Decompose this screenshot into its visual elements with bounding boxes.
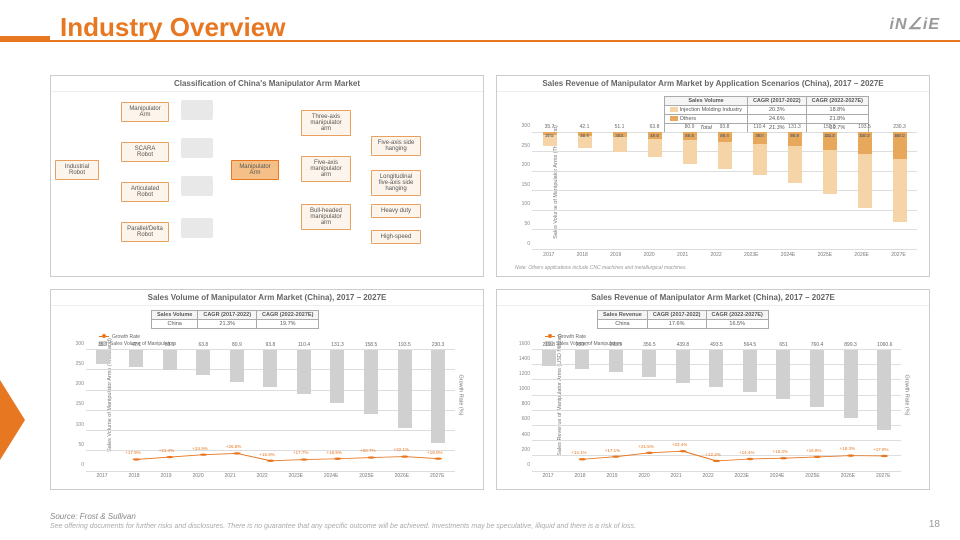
node-highspeed: High-speed (371, 230, 421, 244)
disclaimer-text: See offering documents for further risks… (50, 523, 930, 530)
node-articulated: Articulated Robot (121, 182, 169, 202)
panel-classification: Classification of China's Manipulator Ar… (50, 75, 484, 277)
panel2-title: Sales Revenue of Manipulator Arm Market … (497, 76, 929, 92)
panel3-body: Sales Volume of Manipulator Arms (Thousa… (51, 306, 483, 486)
page-number: 18 (929, 519, 940, 530)
content-grid: Classification of China's Manipulator Ar… (50, 75, 930, 490)
node-manip-top: Manipulator Arm (121, 102, 169, 122)
panel1-title: Classification of China's Manipulator Ar… (51, 76, 483, 92)
panel4-body: Sales Revenue of Manipulator Arms (USD M… (497, 306, 929, 486)
footer: Source: Frost & Sullivan See offering do… (50, 512, 930, 530)
panel3-ylabel-r: Growth Rate (%) (458, 375, 464, 416)
panel2-chart: 0501001502002503008.527.235.710.431.742.… (532, 132, 917, 250)
node-heavy: Heavy duty (371, 204, 421, 218)
classification-diagram: Industrial Robot Manipulator Arm SCARA R… (51, 92, 483, 272)
panel4-table: Sales RevenueCAGR (2017-2022)CAGR (2022-… (597, 310, 769, 329)
panel3-table: Sales VolumeCAGR (2017-2022)CAGR (2022-2… (151, 310, 319, 329)
node-industrial: Industrial Robot (55, 160, 99, 180)
node-scara: SCARA Robot (121, 142, 169, 162)
panel4-chart: 02004006008001000120014001600219.8250.72… (532, 350, 901, 472)
panel3-title: Sales Volume of Manipulator Arm Market (… (51, 290, 483, 306)
panel4-ylabel-r: Growth Rate (%) (904, 375, 910, 416)
panel-stacked-chart: Sales Revenue of Manipulator Arm Market … (496, 75, 930, 277)
robot-img-2 (181, 138, 213, 158)
node-5axis: Five-axis manipulator arm (301, 156, 351, 182)
panel4-title: Sales Revenue of Manipulator Arm Market … (497, 290, 929, 306)
side-triangle (0, 380, 25, 460)
logo: iN∠iE (890, 14, 940, 34)
panel2-note: Note: Others applications include CNC ma… (515, 265, 687, 271)
node-longitudinal: Longitudinal five-axis side hanging (371, 170, 421, 196)
robot-img-4 (181, 218, 213, 238)
node-center: Manipulator Arm (231, 160, 279, 180)
node-5axis-side: Five-axis side hanging (371, 136, 421, 156)
node-3axis: Three-axis manipulator arm (301, 110, 351, 136)
panel2-body: Sales Volume of Manipulator Arms (Thousa… (497, 92, 929, 272)
node-bull: Bull-headed manipulator arm (301, 204, 351, 230)
panel3-chart: 05010015020025030035.742.151.163.880.993… (86, 350, 455, 472)
page-title: Industry Overview (60, 12, 285, 43)
robot-img-3 (181, 176, 213, 196)
node-parallel: Parallel/Delta Robot (121, 222, 169, 242)
panel-volume-chart: Sales Volume of Manipulator Arm Market (… (50, 289, 484, 491)
robot-img-1 (181, 100, 213, 120)
source-text: Source: Frost & Sullivan (50, 512, 930, 521)
panel-revenue-chart: Sales Revenue of Manipulator Arm Market … (496, 289, 930, 491)
